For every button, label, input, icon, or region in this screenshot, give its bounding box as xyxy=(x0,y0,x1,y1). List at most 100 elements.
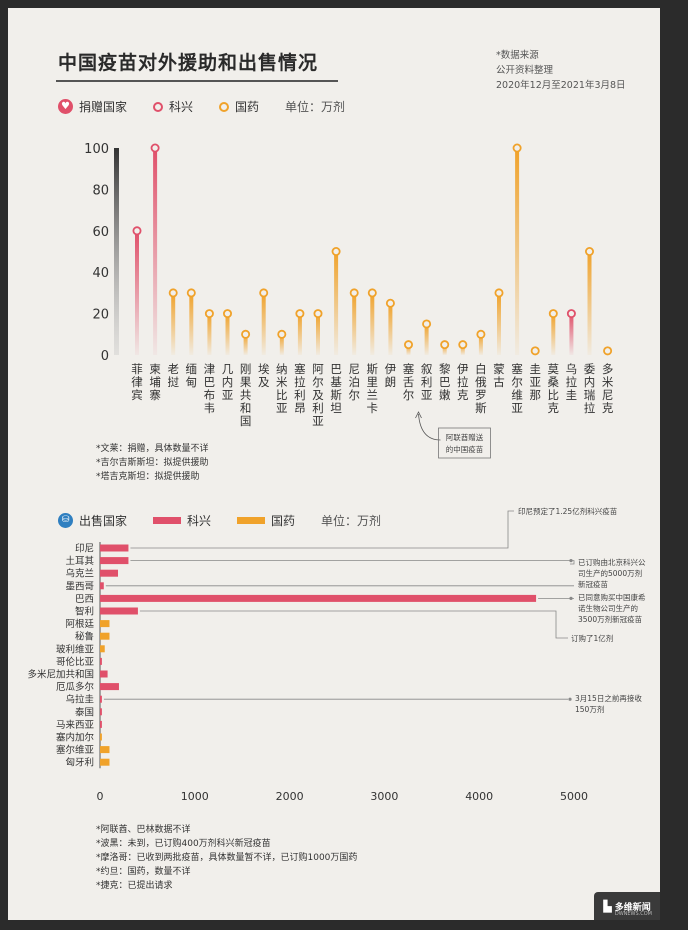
label-char: 利 xyxy=(421,375,433,389)
label-char: 维 xyxy=(511,388,523,402)
x-category-label: 叙利亚 xyxy=(421,362,433,402)
label-char: 米 xyxy=(602,375,614,389)
label-char: 亚 xyxy=(421,388,433,402)
x-category-label: 伊朗 xyxy=(385,362,397,389)
label-char: 内 xyxy=(222,375,234,389)
x-tick-label: 4000 xyxy=(465,790,493,803)
label-char: 基 xyxy=(330,375,342,389)
lollipop-stem xyxy=(316,313,320,355)
donation-note: *文莱：捐赠，具体数量不详 xyxy=(96,444,209,454)
label-char: 尔 xyxy=(403,388,415,402)
lollipop-head xyxy=(241,329,251,339)
annotation-connector xyxy=(130,510,514,549)
label-char: 昂 xyxy=(294,401,306,415)
heart-icon: ♥ xyxy=(58,99,73,114)
x-tick-label: 5000 xyxy=(560,790,588,803)
donation-legend: ♥ 捐赠国家 科兴 国药 单位：万剂 xyxy=(58,98,371,115)
lollipop-head xyxy=(403,340,413,350)
label-char: 圭 xyxy=(529,362,541,376)
x-category-label: 蒙古 xyxy=(493,362,505,389)
bar-category-label: 智利 xyxy=(75,606,94,618)
annotation-text: 3月15日之前再接收 xyxy=(575,693,642,703)
bar-category-label: 塞尔维亚 xyxy=(56,744,95,756)
uae-callout-text: 的中国疫苗 xyxy=(446,444,484,454)
sale-heading: 出售国家 xyxy=(79,514,128,528)
x-category-label: 伊拉克 xyxy=(457,362,469,402)
x-category-label: 刚果共和国 xyxy=(240,362,252,428)
label-char: 叙 xyxy=(421,362,433,376)
lollipop-head xyxy=(385,298,395,308)
label-char: 巴 xyxy=(330,362,342,376)
infographic-page: 中国疫苗对外援助和出售情况 *数据来源 公开资料整理 2020年12月至2021… xyxy=(8,8,660,920)
lollipop-head xyxy=(422,319,432,329)
sale-bar xyxy=(100,557,129,565)
guoyao-marker-icon xyxy=(219,101,230,112)
label-char: 委 xyxy=(584,362,596,376)
label-char: 多 xyxy=(602,362,614,376)
x-category-label: 菲律宾 xyxy=(131,362,143,402)
x-category-label: 巴基斯坦 xyxy=(330,362,342,415)
donation-unit: 单位：万剂 xyxy=(285,100,346,114)
sale-bar xyxy=(100,758,110,766)
lollipop-head xyxy=(150,143,160,153)
label-char: 尔 xyxy=(348,388,360,402)
label-char: 古 xyxy=(493,375,505,389)
annotation-text: 诺生物公司生产的 xyxy=(578,603,638,613)
x-category-label: 几内亚 xyxy=(222,362,234,402)
page-title: 中国疫苗对外援助和出售情况 xyxy=(58,52,319,74)
sale-note: *约旦：国药，数量不详 xyxy=(96,867,191,877)
sale-note: *摩洛哥：已收到两批疫苗，具体数量暂不详，已订购1000万国药 xyxy=(96,853,358,863)
lollipop-stem xyxy=(334,251,339,355)
lollipop-head xyxy=(603,346,613,356)
x-category-label: 黎巴嫩 xyxy=(439,362,451,402)
x-category-label: 纳米比亚 xyxy=(276,362,288,415)
lollipop-head xyxy=(295,309,305,319)
lollipop-head xyxy=(313,309,323,319)
label-char: 埃 xyxy=(258,362,270,376)
sale-note: *捷克：已提出请求 xyxy=(96,881,173,891)
label-char: 那 xyxy=(529,388,541,402)
sale-bar xyxy=(100,607,138,615)
label-char: 尼 xyxy=(602,388,614,402)
logo-icon: ▙ xyxy=(603,899,612,913)
uae-callout-text: 阿联酋赠送 xyxy=(446,432,484,442)
label-char: 拉 xyxy=(294,375,306,389)
sale-bar xyxy=(100,657,102,665)
annotation-connector xyxy=(130,560,575,565)
label-char: 阿 xyxy=(312,362,324,376)
annotation-text: 订购了1亿剂 xyxy=(571,633,613,643)
lollipop-head xyxy=(458,340,468,350)
logo-subtext: DWNEWS.COM xyxy=(614,911,652,917)
label-char: 黎 xyxy=(439,362,451,376)
label-char: 兰 xyxy=(367,388,379,402)
lollipop-stem xyxy=(370,292,375,355)
lollipop-stem xyxy=(243,334,248,355)
sale-notes: *阿联酋、巴林数据不详 *波黑：未到，已订购400万剂科兴新冠疫苗 *摩洛哥：已… xyxy=(96,823,357,893)
y-tick-label: 60 xyxy=(92,225,109,240)
label-char: 亚 xyxy=(529,375,541,389)
annotation-dot xyxy=(569,559,573,563)
bar-category-label: 巴西 xyxy=(75,594,94,605)
label-char: 斯 xyxy=(330,388,342,402)
bar-category-label: 墨西哥 xyxy=(65,581,94,592)
label-char: 拉 xyxy=(566,375,578,389)
label-char: 利 xyxy=(312,401,324,415)
x-category-label: 委内瑞拉 xyxy=(584,362,596,415)
label-char: 及 xyxy=(258,375,270,389)
label-char: 共 xyxy=(240,388,252,402)
label-char: 埔 xyxy=(149,375,161,389)
label-char: 内 xyxy=(584,375,596,389)
label-char: 挝 xyxy=(167,375,179,389)
label-char: 坦 xyxy=(330,401,342,415)
lollipop-stem xyxy=(261,292,266,355)
label-char: 泊 xyxy=(348,375,360,389)
logo-text: 多维新闻 xyxy=(614,902,651,913)
label-char: 塞 xyxy=(294,362,306,376)
lollipop-stem xyxy=(153,148,158,355)
legend-guoyao-label: 国药 xyxy=(235,100,260,114)
source-note: *数据来源 公开资料整理 2020年12月至2021年3月8日 xyxy=(496,48,626,93)
x-category-label: 莫桑比克 xyxy=(548,362,560,415)
donation-notes: *文莱：捐赠，具体数量不详 *吉尔吉斯斯坦：拟提供援助 *塔吉克斯坦：拟提供援助 xyxy=(96,442,209,484)
x-category-label: 老挝 xyxy=(167,362,179,389)
lollipop-stem xyxy=(171,292,176,355)
